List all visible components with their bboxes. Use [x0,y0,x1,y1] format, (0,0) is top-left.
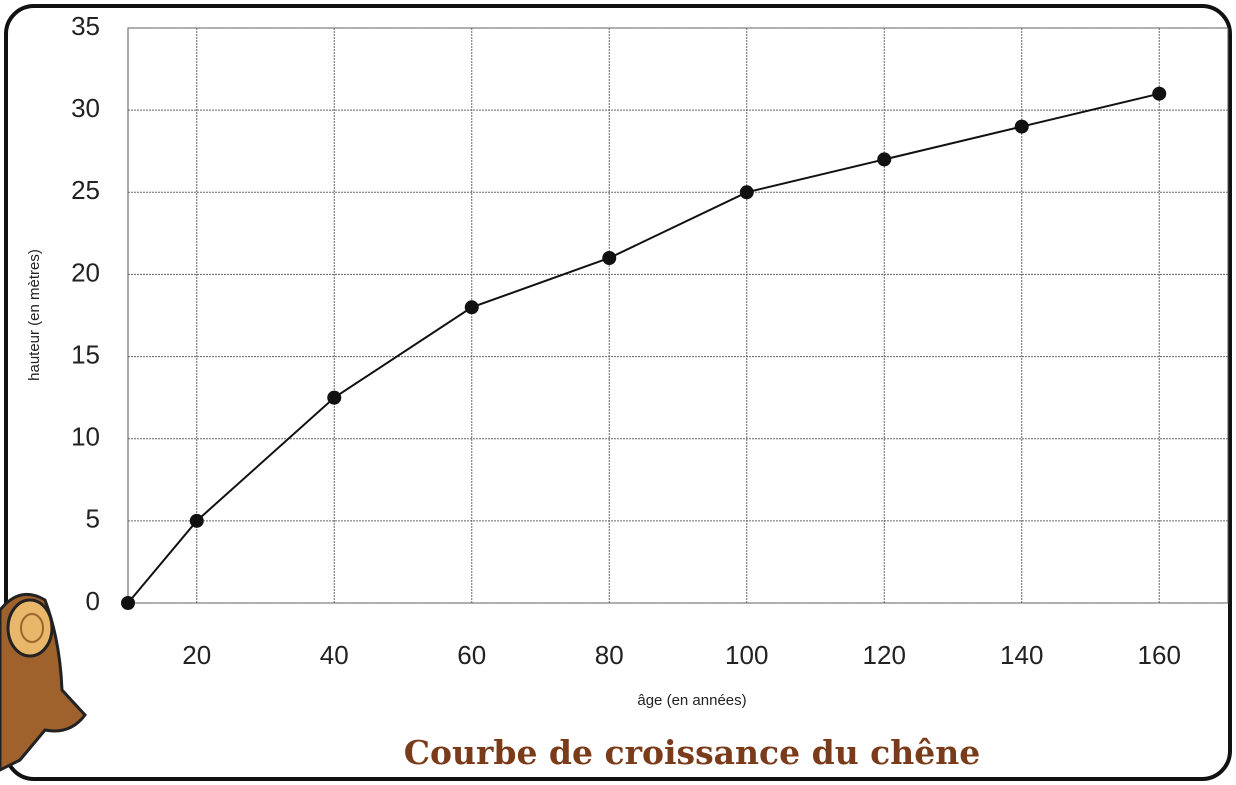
x-tick-label: 20 [182,640,211,670]
point [1015,120,1029,134]
x-tick-label: 40 [320,640,349,670]
y-tick-label: 20 [71,257,100,287]
point [465,300,479,314]
y-tick-label: 35 [71,11,100,41]
point [740,185,754,199]
y-tick-label: 0 [86,586,100,616]
point [121,596,135,610]
chart: âge (en années) hauteur (en mètres) Cour… [0,0,1236,785]
x-tick-label: 100 [725,640,768,670]
x-tick-label: 80 [595,640,624,670]
point [190,514,204,528]
point [877,152,891,166]
x-tick-label: 60 [457,640,486,670]
y-tick-label: 25 [71,175,100,205]
y-tick-label: 10 [71,422,100,452]
y-tick-label: 30 [71,93,100,123]
x-tick-label: 160 [1138,640,1181,670]
point [1152,87,1166,101]
point [327,391,341,405]
y-axis-label: hauteur (en mètres) [26,249,43,381]
y-tick-label: 15 [71,339,100,369]
x-tick-label: 140 [1000,640,1043,670]
chart-title: Courbe de croissance du chêne [404,733,981,772]
x-tick-label: 120 [863,640,906,670]
x-axis-label: âge (en années) [637,692,746,709]
y-tick-label: 5 [86,504,100,534]
point [602,251,616,265]
